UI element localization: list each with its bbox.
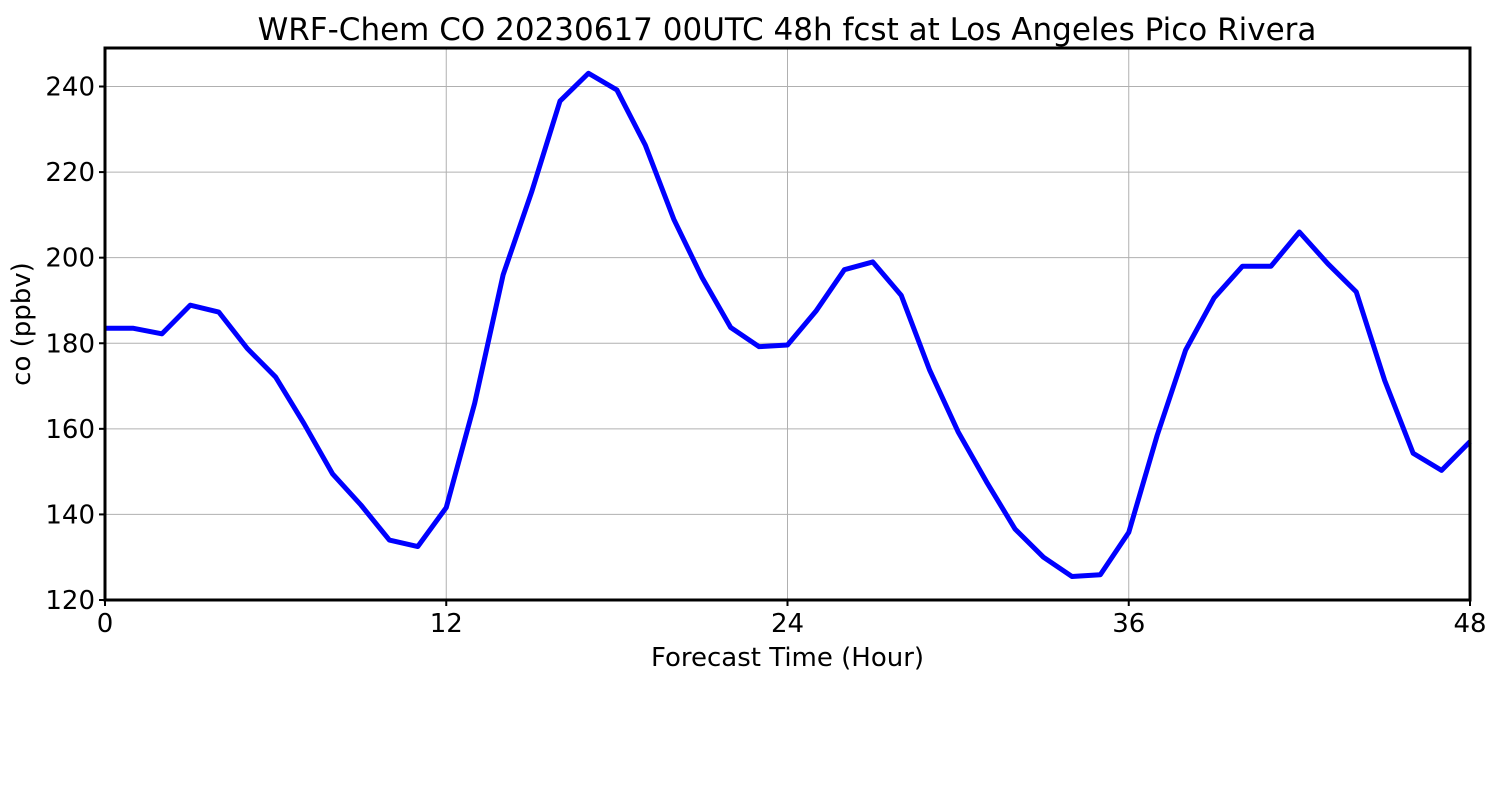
y-tick-label: 140 <box>45 500 95 530</box>
y-tick-label: 180 <box>45 329 95 359</box>
x-tick-label: 36 <box>1112 609 1145 639</box>
y-axis-label: co (ppbv) <box>7 262 37 386</box>
y-tick-label: 220 <box>45 158 95 188</box>
y-tick-label: 160 <box>45 415 95 445</box>
x-tick-label: 12 <box>430 609 463 639</box>
x-tick-label: 48 <box>1453 609 1486 639</box>
series-layer <box>105 70 1472 579</box>
y-tick-label: 200 <box>45 244 95 274</box>
series-line-0 <box>105 70 1472 579</box>
y-tick-label: 240 <box>45 73 95 103</box>
x-axis-label: Forecast Time (Hour) <box>651 643 924 673</box>
x-tick-label: 0 <box>97 609 114 639</box>
x-tick-label: 24 <box>771 609 804 639</box>
y-tick-label: 120 <box>45 586 95 616</box>
chart-title: WRF-Chem CO 20230617 00UTC 48h fcst at L… <box>258 12 1317 48</box>
axis-ticks: 0 12 24 36 48 120 140 160 180 200 220 240 <box>45 73 1486 639</box>
grid <box>104 48 1471 601</box>
